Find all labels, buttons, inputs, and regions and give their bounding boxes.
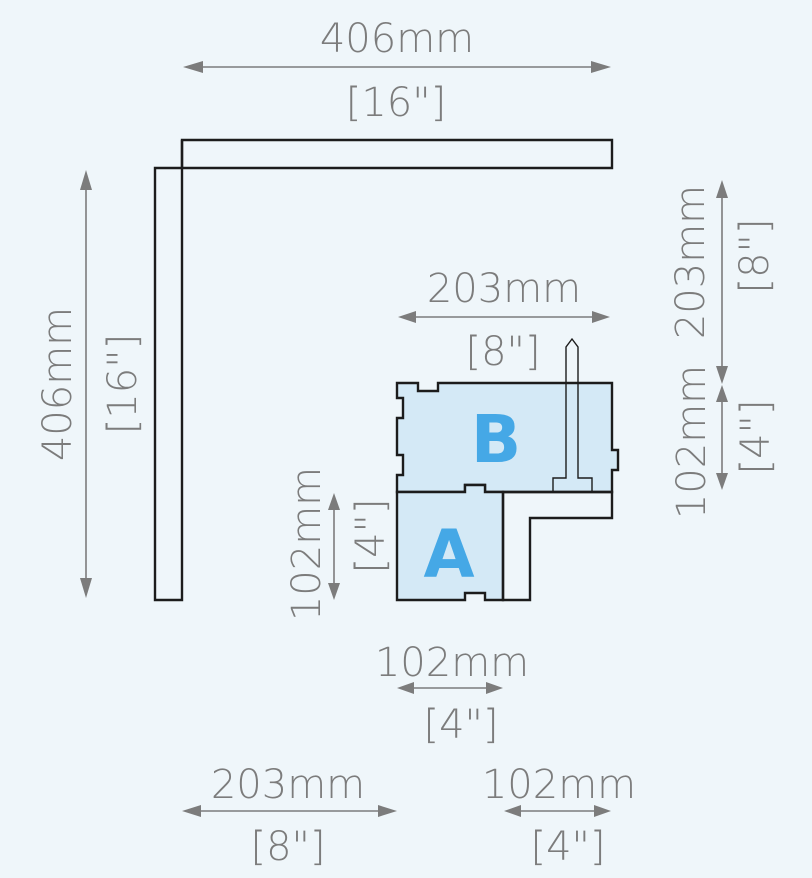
dimension-bottom-right-width: 102mm [4"] [482, 762, 636, 870]
dimension-a-width-in: [4"] [423, 702, 498, 748]
dimension-bottom-left-width-in: [8"] [250, 824, 325, 870]
dimension-right-upper-height-mm: 203mm [668, 185, 714, 339]
dimension-b-width-in: [8"] [465, 329, 540, 375]
key-stake [552, 337, 593, 492]
dimension-top-width: 406mm [16"] [183, 16, 611, 126]
dimension-right-lower-height: 102mm [4"] [669, 365, 779, 519]
dimension-right-lower-height-mm: 102mm [669, 365, 715, 519]
dimension-a-width-mm: 102mm [375, 640, 529, 686]
dimension-a-height-mm: 102mm [284, 467, 330, 621]
dimension-left-height-in: [16"] [100, 334, 146, 435]
dimension-right-upper-height: 203mm [8"] [668, 180, 778, 384]
dimension-a-width: 102mm [4"] [375, 640, 529, 748]
dimension-right-lower-height-in: [4"] [733, 399, 779, 474]
dimension-b-width-mm: 203mm [427, 266, 581, 312]
block-b-label: B [471, 401, 521, 478]
dimension-top-width-mm: 406mm [320, 16, 474, 62]
l-frame-outline [153, 138, 614, 602]
dimension-top-width-in: [16"] [346, 80, 447, 126]
dimension-b-width: 203mm [8"] [398, 266, 610, 375]
dimension-bottom-right-width-mm: 102mm [482, 762, 636, 808]
dimension-left-height: 406mm [16"] [35, 170, 146, 598]
dimension-bottom-left-width-mm: 203mm [211, 762, 365, 808]
dimension-bottom-right-width-in: [4"] [530, 824, 605, 870]
side-l-piece [501, 490, 614, 602]
dimension-left-height-mm: 406mm [35, 307, 81, 461]
dimension-bottom-left-width: 203mm [8"] [182, 762, 397, 870]
block-a-label: A [423, 516, 474, 593]
dimension-right-upper-height-in: [8"] [732, 218, 778, 293]
dimension-a-height-in: [4"] [348, 498, 394, 573]
dimension-a-height: 102mm [4"] [284, 467, 394, 621]
